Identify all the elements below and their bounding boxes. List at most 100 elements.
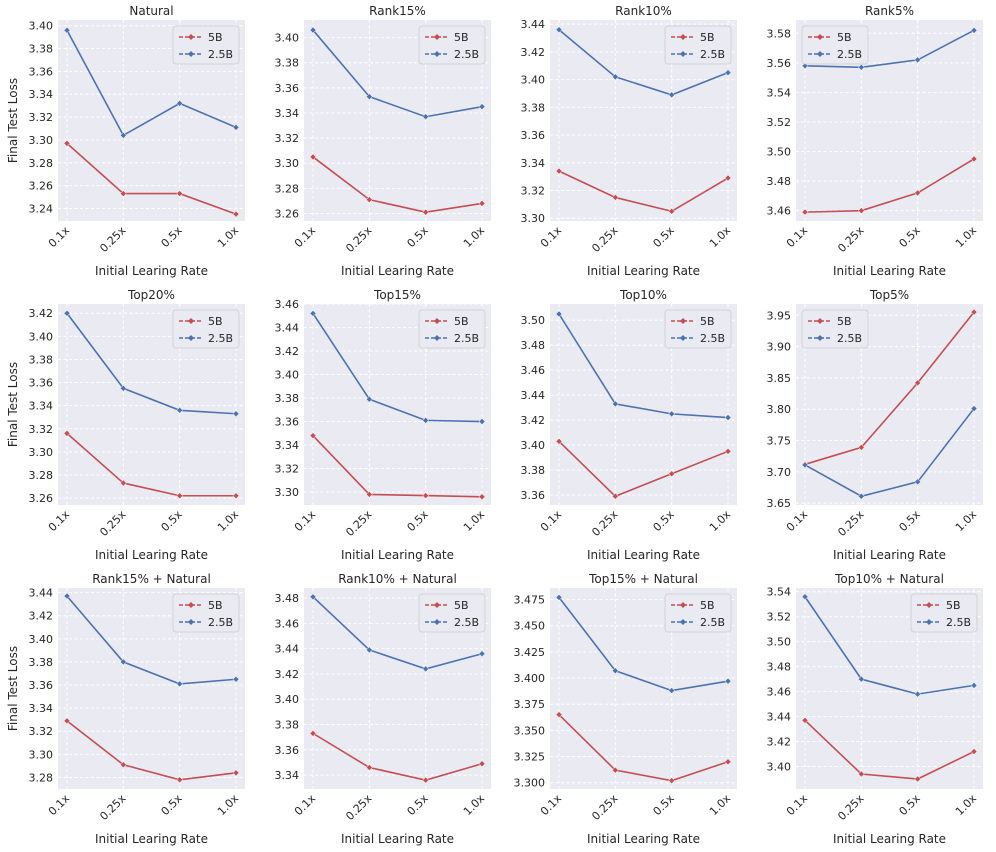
series-line-5b <box>312 156 483 214</box>
y-tick-label: 3.26 <box>29 180 54 193</box>
legend-label: 5B <box>454 315 469 328</box>
data-point <box>63 309 71 317</box>
x-tick-label: 1.0x <box>461 224 488 251</box>
x-tick-label: 0.5x <box>159 792 186 819</box>
legend-marker <box>680 34 686 40</box>
y-tick-label: 3.375 <box>514 698 546 711</box>
series-line-5b <box>804 158 975 213</box>
legend: 5B 2.5B <box>664 593 732 633</box>
legend: 5B 2.5B <box>664 25 732 65</box>
data-point <box>176 406 184 414</box>
y-tick-label: 3.40 <box>521 74 546 87</box>
data-point <box>478 103 486 111</box>
y-tick-label: 3.36 <box>521 129 546 142</box>
y-tick-label: 3.85 <box>767 372 792 385</box>
data-point <box>914 478 922 486</box>
legend-marker <box>434 619 440 625</box>
subplot-title: Natural <box>129 4 173 18</box>
data-point <box>914 690 922 698</box>
legend-label: 2.5B <box>208 332 233 345</box>
data-point <box>555 310 563 318</box>
y-axis-label: Final Test Loss <box>6 362 20 447</box>
data-point <box>365 491 373 498</box>
y-tick-label: 3.46 <box>767 205 792 218</box>
data-point <box>668 207 676 215</box>
y-tick-label: 3.32 <box>29 111 54 124</box>
y-tick-label: 3.44 <box>521 18 546 31</box>
data-point <box>176 100 184 107</box>
legend-marker <box>188 619 194 625</box>
x-tick-label: 0.1x <box>784 792 811 819</box>
subplot: 3.65 3.70 3.75 3.80 3.85 3.90 3.95 0.1x 0.25x 0.5… <box>767 288 983 562</box>
x-tick-label: 0.5x <box>405 508 432 535</box>
data-point <box>724 414 732 421</box>
legend: 5B 2.5B <box>418 25 486 65</box>
x-tick-label: 0.25x <box>589 508 620 539</box>
data-point <box>914 775 922 783</box>
data-point <box>611 667 619 675</box>
legend-marker <box>434 51 440 57</box>
x-tick-label: 0.5x <box>651 224 678 251</box>
data-point <box>555 711 563 719</box>
data-point <box>365 764 373 771</box>
y-tick-label: 3.44 <box>521 389 546 402</box>
legend: 5B 2.5B <box>418 309 486 349</box>
legend-marker <box>680 619 686 625</box>
legend-label: 5B <box>837 315 852 328</box>
x-tick-label: 0.1x <box>292 792 319 819</box>
x-tick-label: 0.25x <box>343 224 374 255</box>
x-axis-label: Initial Learing Rate <box>341 264 454 278</box>
x-tick-label: 0.1x <box>538 508 565 535</box>
y-tick-label: 3.325 <box>514 751 546 764</box>
x-tick-label: 0.25x <box>589 224 620 255</box>
data-point <box>478 760 486 768</box>
data-point <box>119 190 127 197</box>
subplot: 3.30 3.32 3.34 3.36 3.38 3.40 3.42 3.44 0.1x 0.25… <box>521 4 737 278</box>
data-point <box>914 379 922 387</box>
y-tick-label: 3.32 <box>521 185 546 198</box>
data-point <box>176 190 184 197</box>
y-tick-label: 3.38 <box>275 719 300 732</box>
data-point <box>970 308 978 316</box>
y-tick-label: 3.28 <box>29 771 54 784</box>
subplot-title: Rank15% + Natural <box>92 572 211 586</box>
y-tick-label: 3.38 <box>29 656 54 669</box>
y-tick-label: 3.38 <box>275 57 300 70</box>
y-tick-label: 3.38 <box>521 464 546 477</box>
y-tick-label: 3.40 <box>275 32 300 45</box>
y-axis-label: Final Test Loss <box>6 78 20 163</box>
y-tick-label: 3.44 <box>275 643 300 656</box>
x-tick-label: 1.0x <box>953 508 980 535</box>
y-tick-label: 3.48 <box>767 175 792 188</box>
subplot: 3.36 3.38 3.40 3.42 3.44 3.46 3.48 3.50 0.1x 0.25… <box>521 288 737 562</box>
legend-marker <box>188 335 194 341</box>
x-tick-label: 0.25x <box>835 792 866 823</box>
legend-marker <box>434 318 440 324</box>
y-tick-label: 3.58 <box>767 27 792 40</box>
y-tick-label: 3.42 <box>521 46 546 59</box>
legend-marker <box>817 51 823 57</box>
x-axis-label: Initial Learing Rate <box>341 548 454 562</box>
y-tick-label: 3.38 <box>29 43 54 56</box>
data-point <box>422 665 430 673</box>
y-tick-label: 3.42 <box>275 668 300 681</box>
y-tick-label: 3.36 <box>29 679 54 692</box>
data-point <box>176 776 184 784</box>
data-point <box>801 593 809 601</box>
y-tick-label: 3.42 <box>767 736 792 749</box>
y-tick-label: 3.38 <box>29 353 54 366</box>
data-point <box>478 418 486 425</box>
legend-label: 5B <box>946 599 961 612</box>
y-tick-label: 3.36 <box>29 377 54 390</box>
y-tick-label: 3.40 <box>29 330 54 343</box>
subplot: 3.26 3.28 3.30 3.32 3.34 3.36 3.38 3.40 0.1x 0.25… <box>275 4 491 278</box>
x-axis-label: Initial Learing Rate <box>587 548 700 562</box>
data-point <box>309 310 317 317</box>
series-line-2-5b <box>312 596 483 670</box>
legend-label: 2.5B <box>454 616 479 629</box>
data-point <box>63 430 71 437</box>
data-point <box>232 410 240 418</box>
y-tick-label: 3.30 <box>275 486 300 499</box>
legend-marker <box>926 602 932 608</box>
x-tick-label: 0.25x <box>589 792 620 823</box>
